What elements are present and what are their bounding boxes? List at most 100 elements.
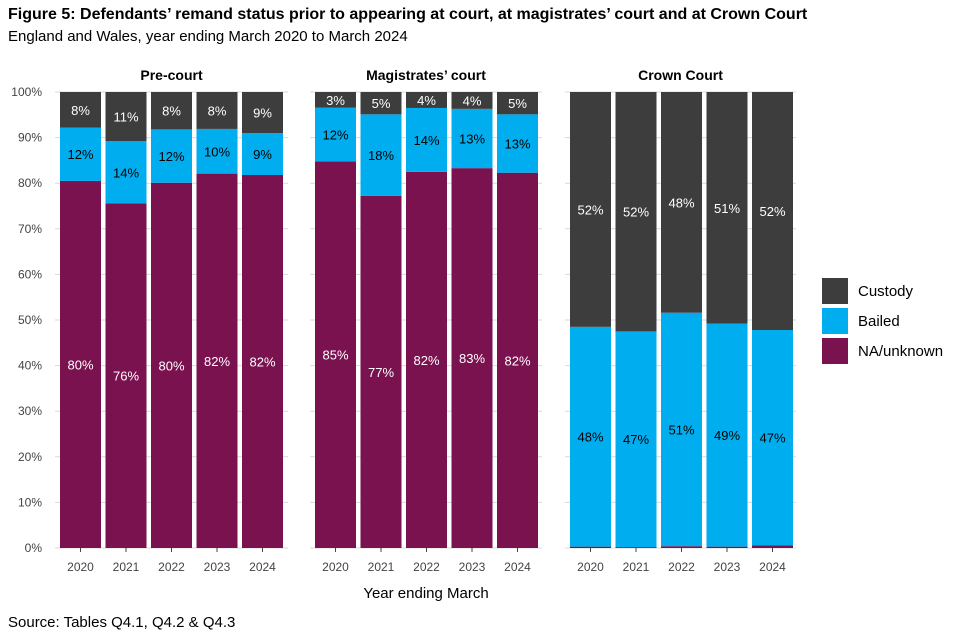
data-label: 52% <box>623 205 649 220</box>
bar-segment <box>360 114 402 196</box>
bar-segment <box>615 331 657 548</box>
bar-segment <box>151 182 192 548</box>
bar-segment <box>752 330 793 546</box>
data-label: 82% <box>204 354 230 369</box>
panel-title: Crown Court <box>638 67 723 83</box>
data-label: 9% <box>253 147 272 162</box>
data-label: 12% <box>158 149 184 164</box>
y-tick-label: 70% <box>18 222 42 236</box>
bar-segment <box>196 128 238 174</box>
data-label: 18% <box>368 148 394 163</box>
data-label: 5% <box>372 96 391 111</box>
bar-segment <box>615 547 657 548</box>
x-tick-label: 2021 <box>368 560 395 574</box>
x-tick-label: 2020 <box>67 560 94 574</box>
data-label: 48% <box>577 430 603 445</box>
data-label: 82% <box>504 353 530 368</box>
y-tick-label: 30% <box>18 404 42 418</box>
bar-segment <box>60 180 101 549</box>
bar-segment <box>497 114 538 173</box>
data-label: 76% <box>113 369 139 384</box>
bar-segment <box>315 92 356 108</box>
data-label: 11% <box>113 110 138 125</box>
bar-segment <box>242 92 283 134</box>
data-label: 77% <box>368 365 394 380</box>
bar-segment <box>60 92 101 128</box>
data-label: 8% <box>162 104 181 119</box>
bar-segment <box>105 141 147 204</box>
legend-item-na-unknown: NA/unknown <box>822 336 943 366</box>
data-label: 14% <box>413 133 439 148</box>
legend-swatch-bailed <box>822 308 848 334</box>
chart-title: Figure 5: Defendants’ remand status prio… <box>8 6 808 23</box>
bar-segment <box>497 92 538 115</box>
data-label: 13% <box>459 132 485 147</box>
bar-segment <box>451 168 493 549</box>
y-tick-label: 0% <box>25 541 43 555</box>
y-tick-label: 80% <box>18 176 42 190</box>
bar-segment <box>570 546 611 548</box>
data-label: 5% <box>508 96 527 111</box>
data-label: 13% <box>504 137 530 152</box>
y-tick-label: 90% <box>18 131 42 145</box>
chart-subtitle: England and Wales, year ending March 202… <box>8 28 408 45</box>
data-label: 52% <box>577 202 603 217</box>
data-label: 12% <box>67 147 93 162</box>
data-label: 80% <box>67 357 93 372</box>
bar-segment <box>451 92 493 109</box>
y-tick-label: 40% <box>18 359 42 373</box>
y-tick-label: 20% <box>18 450 42 464</box>
data-label: 51% <box>714 201 740 216</box>
bar-segment <box>196 173 238 548</box>
bar-segment <box>315 107 356 162</box>
legend-label-na-unknown: NA/unknown <box>858 342 944 360</box>
x-tick-label: 2023 <box>459 560 486 574</box>
x-tick-label: 2020 <box>577 560 604 574</box>
bar-segment <box>360 92 402 115</box>
x-tick-label: 2022 <box>413 560 440 574</box>
panel-title: Pre-court <box>140 67 203 83</box>
data-label: 12% <box>322 127 348 142</box>
legend-label-custody: Custody <box>858 282 914 300</box>
x-tick-label: 2020 <box>322 560 349 574</box>
legend: Custody Bailed NA/unknown <box>822 276 943 366</box>
legend-swatch-custody <box>822 278 848 304</box>
data-label: 47% <box>759 431 785 446</box>
bar-segment <box>406 92 447 108</box>
data-label: 4% <box>463 93 482 108</box>
bar-segment <box>570 326 611 547</box>
data-label: 51% <box>668 422 694 437</box>
source-note: Source: Tables Q4.1, Q4.2 & Q4.3 <box>8 614 236 631</box>
bar-segment <box>242 174 283 548</box>
bar-segment <box>315 161 356 548</box>
legend-label-bailed: Bailed <box>858 312 900 330</box>
legend-item-bailed: Bailed <box>822 306 943 336</box>
data-label: 80% <box>158 358 184 373</box>
bar-segment <box>151 92 192 130</box>
y-tick-label: 100% <box>11 85 42 99</box>
bar-segment <box>752 545 793 548</box>
bar-segment <box>451 108 493 169</box>
data-label: 52% <box>759 204 785 219</box>
bar-segment <box>661 312 702 547</box>
bar-segment <box>706 323 748 547</box>
x-tick-label: 2021 <box>113 560 140 574</box>
x-tick-label: 2022 <box>158 560 185 574</box>
y-tick-label: 50% <box>18 313 42 327</box>
panel-title: Magistrates’ court <box>366 67 486 83</box>
legend-swatch-na-unknown <box>822 338 848 364</box>
data-label: 85% <box>322 348 348 363</box>
bar-segment <box>570 92 611 327</box>
data-label: 8% <box>71 103 90 118</box>
bar-segment <box>706 546 748 548</box>
x-tick-label: 2023 <box>204 560 231 574</box>
data-label: 48% <box>668 195 694 210</box>
bar-segment <box>615 92 657 332</box>
data-label: 9% <box>253 106 272 121</box>
data-label: 8% <box>208 103 227 118</box>
data-label: 47% <box>623 432 649 447</box>
bar-segment <box>661 546 702 548</box>
x-axis-title: Year ending March <box>363 585 488 602</box>
legend-item-custody: Custody <box>822 276 943 306</box>
y-tick-label: 60% <box>18 267 42 281</box>
